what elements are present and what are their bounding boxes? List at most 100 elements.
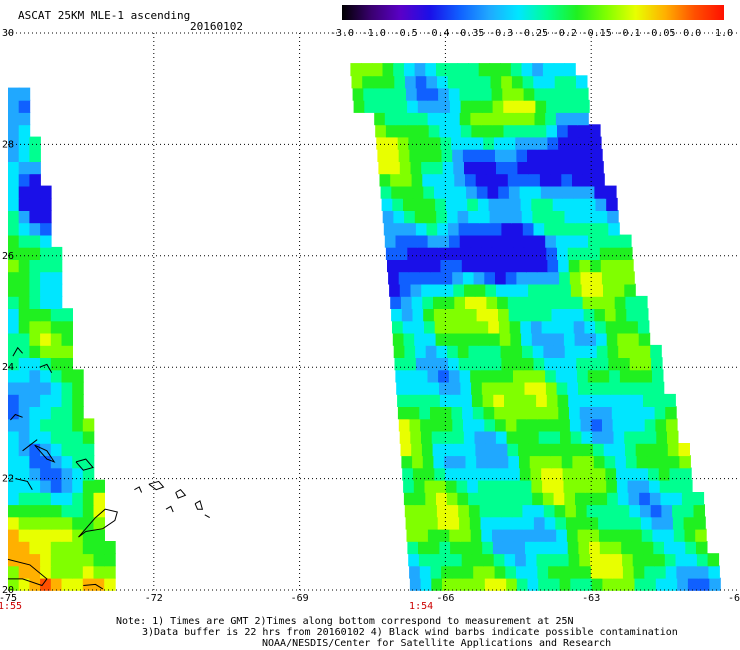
colorbar-label: -0.3 <box>489 28 513 38</box>
swath-cell <box>387 259 399 273</box>
swath-cell <box>576 516 589 530</box>
swath-cell <box>399 430 412 444</box>
swath-cell <box>61 504 73 518</box>
swath-cell <box>535 99 547 113</box>
swath-cell <box>531 479 543 493</box>
swath-cell <box>581 161 594 175</box>
swath-cell <box>50 381 63 395</box>
swath-cell <box>458 222 471 236</box>
swath-cell <box>550 443 562 457</box>
swath-cell <box>487 467 500 481</box>
coastline <box>15 478 33 490</box>
swath-cell <box>82 467 95 481</box>
swath-cell <box>29 492 41 506</box>
swath-cell <box>646 443 658 457</box>
swath-cell <box>554 357 567 371</box>
swath-cell <box>552 197 565 211</box>
swath-cell <box>398 271 411 285</box>
swath-layer <box>8 63 721 591</box>
swath-cell <box>61 393 73 407</box>
swath-cell <box>411 173 424 187</box>
swath-cell <box>493 553 506 567</box>
swath-cell <box>507 443 519 457</box>
swath-cell <box>530 308 542 322</box>
swath-cell <box>374 112 386 126</box>
colorbar-label: -3.0 <box>330 28 354 38</box>
swath-cell <box>502 528 515 542</box>
swath-cell <box>29 259 41 273</box>
swath-cell <box>492 99 505 113</box>
swath-cell <box>596 210 608 224</box>
swath-cell <box>556 528 568 542</box>
swath-cell <box>510 332 522 346</box>
swath-cell <box>8 295 20 309</box>
swath-cell <box>509 320 522 334</box>
swath-cell <box>664 553 677 567</box>
swath-cell <box>542 197 554 211</box>
swath-cell <box>50 308 63 322</box>
swath-cell <box>495 418 507 432</box>
swath-cell <box>486 295 498 309</box>
swath-cell <box>572 173 584 187</box>
swath-cell <box>537 418 550 432</box>
swath-cell <box>394 222 406 236</box>
swath-cell <box>435 197 447 211</box>
swath-cell <box>603 283 615 297</box>
swath-cell <box>471 381 483 395</box>
swath-cell <box>522 504 534 518</box>
swath-cell <box>547 553 559 567</box>
swath-cell <box>502 234 514 248</box>
swath-cell <box>502 112 514 126</box>
swath-cell <box>520 320 532 334</box>
swath-cell <box>389 283 401 297</box>
swath-cell <box>499 479 511 493</box>
swath-cell <box>609 528 622 542</box>
swath-cell <box>592 283 604 297</box>
swath-cell <box>481 99 494 113</box>
swath-cell <box>82 565 95 579</box>
swath-cell <box>580 148 592 162</box>
swath-cell <box>554 344 566 358</box>
swath-cell <box>569 271 582 285</box>
swath-cell <box>521 63 533 77</box>
swath-cell <box>586 344 598 358</box>
swath-cell <box>630 369 643 383</box>
swath-cell <box>667 443 680 457</box>
swath-cell <box>458 75 470 89</box>
swath-cell <box>61 369 73 383</box>
swath-cell <box>628 344 641 358</box>
swath-cell <box>516 577 529 591</box>
swath-cell <box>446 332 458 346</box>
swath-cell <box>482 246 494 260</box>
swath-cell <box>18 136 31 150</box>
swath-cell <box>18 222 31 236</box>
swath-cell <box>423 467 436 481</box>
swath-cell <box>8 504 20 518</box>
swath-cell <box>676 565 688 579</box>
swath-cell <box>451 406 463 420</box>
swath-cell <box>387 136 399 150</box>
swath-cell <box>384 112 397 126</box>
swath-cell <box>579 406 592 420</box>
swath-cell <box>664 541 676 555</box>
swath-cell <box>455 308 467 322</box>
swath-cell <box>18 161 31 175</box>
swath-cell <box>643 393 655 407</box>
swath-cell <box>399 283 412 297</box>
swath-cell <box>587 369 600 383</box>
swath-cell <box>629 504 641 518</box>
swath-cell <box>441 148 453 162</box>
swath-cell <box>462 406 474 420</box>
swath-cell <box>497 455 510 469</box>
swath-cell <box>446 63 459 77</box>
swath-cell <box>72 430 84 444</box>
swath-cell <box>476 185 489 199</box>
swath-cell <box>653 393 666 407</box>
swath-cell <box>473 565 485 579</box>
swath-cell <box>631 528 643 542</box>
swath-cell <box>658 467 671 481</box>
swath-cell <box>422 455 435 469</box>
swath-cell <box>372 75 385 89</box>
swath-cell <box>72 504 84 518</box>
swath-cell <box>516 271 528 285</box>
